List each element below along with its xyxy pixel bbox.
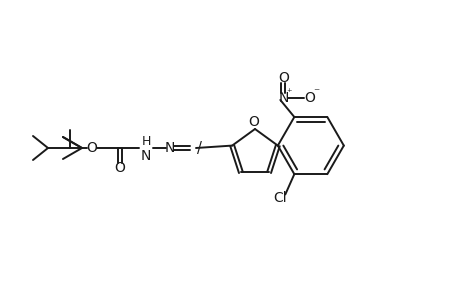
- Text: ⁻: ⁻: [313, 86, 319, 100]
- Text: N: N: [140, 149, 151, 163]
- Text: ⁺: ⁺: [285, 88, 291, 98]
- Text: O: O: [277, 71, 288, 85]
- Text: Cl: Cl: [273, 191, 286, 206]
- Text: O: O: [303, 91, 314, 105]
- Text: H: H: [141, 135, 151, 148]
- Text: O: O: [114, 161, 125, 175]
- Text: N: N: [278, 91, 288, 105]
- Text: N: N: [164, 141, 175, 155]
- Text: O: O: [248, 115, 259, 129]
- Text: /: /: [196, 140, 202, 155]
- Text: O: O: [86, 141, 97, 155]
